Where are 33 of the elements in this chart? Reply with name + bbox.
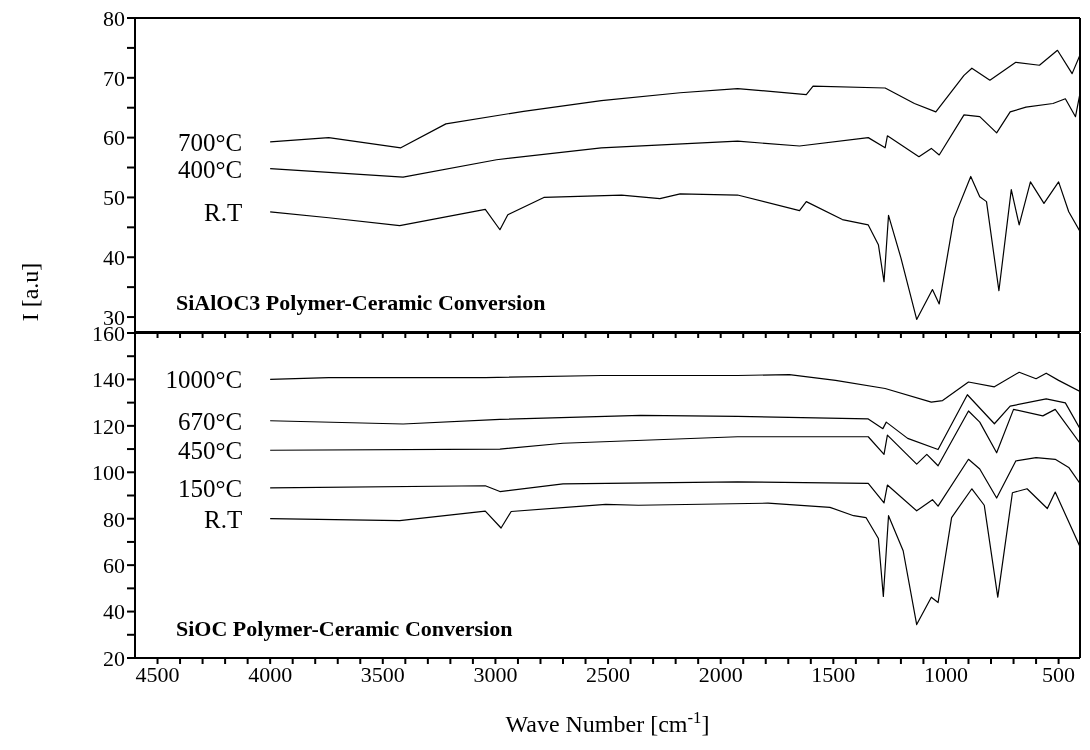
series-label: 700°C (177, 128, 243, 156)
series-label: 450°C (177, 436, 243, 464)
series-label: R.T (203, 505, 243, 533)
y-axis-title: I [a.u] (17, 262, 43, 322)
x-tick-label: 2000 (698, 661, 743, 687)
y-tick-label: 60 (103, 552, 125, 578)
series-label: 670°C (177, 407, 243, 435)
x-axis-title: Wave Number [cm$^{-1}$] (505, 707, 710, 737)
annotation: SiAlOC3 Polymer-Ceramic Conversion (176, 290, 546, 316)
y-tick-label: 120 (92, 413, 125, 439)
series-label: 1000°C (165, 365, 243, 393)
y-tick-label: 80 (103, 506, 125, 532)
y-tick-label: 40 (103, 245, 125, 271)
y-tick-label: 50 (103, 185, 125, 211)
y-tick-label: 80 (103, 5, 125, 31)
x-tick-label: 2500 (586, 661, 631, 687)
x-tick-label: 4000 (248, 661, 293, 687)
x-tick-label: 3500 (360, 661, 405, 687)
x-tick-label: 3000 (473, 661, 518, 687)
x-tick-label: 500 (1042, 661, 1076, 687)
y-tick-label: 140 (92, 367, 125, 393)
y-tick-label: 20 (103, 645, 125, 671)
y-tick-label: 60 (103, 125, 125, 151)
y-tick-label: 100 (92, 460, 125, 486)
series-label: 150°C (177, 474, 243, 502)
series-label: 400°C (177, 155, 243, 183)
annotation: SiOC Polymer-Ceramic Conversion (176, 616, 513, 642)
x-tick-label: 4500 (135, 661, 180, 687)
series-label: R.T (203, 198, 243, 226)
y-tick-label: 70 (103, 65, 125, 91)
y-tick-label: 40 (103, 599, 125, 625)
x-tick-label: 1500 (811, 661, 856, 687)
x-tick-label: 1000 (923, 661, 968, 687)
